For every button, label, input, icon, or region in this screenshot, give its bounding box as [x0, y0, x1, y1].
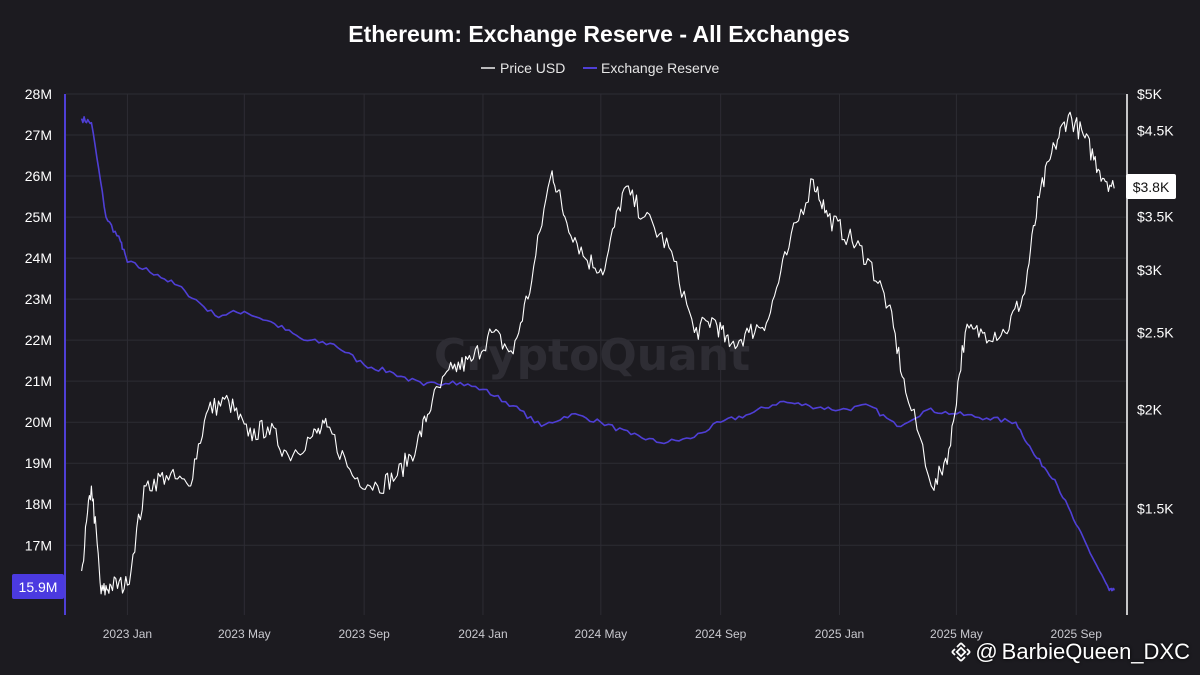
- left-tick-label: 24M: [25, 250, 52, 266]
- reserve-last-badge: 15.9M: [12, 574, 64, 599]
- watermark: CryptoQuant: [434, 330, 750, 381]
- binance-logo-icon: [951, 642, 971, 662]
- series-line-price-usd[interactable]: [81, 111, 1115, 596]
- right-tick-label: $4.5K: [1137, 122, 1174, 138]
- legend-reserve-label[interactable]: Exchange Reserve: [601, 60, 720, 76]
- price-last-badge: $3.8K: [1126, 174, 1176, 199]
- left-tick-label: 28M: [25, 86, 52, 102]
- x-tick-label: 2025 Jan: [815, 627, 864, 641]
- credit-at: @: [975, 639, 998, 664]
- right-tick-label: $3.5K: [1137, 209, 1174, 225]
- left-tick-label: 22M: [25, 332, 52, 348]
- x-tick-label: 2024 Sep: [695, 627, 747, 641]
- legend: Price USD Exchange Reserve: [481, 60, 720, 76]
- right-tick-label: $3K: [1137, 262, 1163, 278]
- reserve-badge-bg: [12, 574, 64, 599]
- right-axis: $5K $4.5K $3.5K $3K $2.5K $2K $1.5K: [1137, 86, 1174, 516]
- x-tick-label: 2023 Jan: [103, 627, 152, 641]
- left-tick-label: 20M: [25, 414, 52, 430]
- x-tick-label: 2025 May: [930, 627, 983, 641]
- x-tick-label: 2023 May: [218, 627, 271, 641]
- left-tick-label: 25M: [25, 209, 52, 225]
- price-badge-bg: [1126, 174, 1176, 199]
- left-tick-label: 27M: [25, 127, 52, 143]
- series-line-exchange-reserve[interactable]: [80, 116, 1115, 592]
- left-tick-label: 18M: [25, 496, 52, 512]
- right-tick-label: $1.5K: [1137, 500, 1174, 516]
- left-axis: 28M 27M 26M 25M 24M 23M 22M 21M 20M 19M 18M 17M: [25, 86, 52, 553]
- chart-title: Ethereum: Exchange Reserve - All Exchang…: [348, 21, 850, 47]
- left-tick-label: 26M: [25, 168, 52, 184]
- right-tick-label: $2K: [1137, 401, 1163, 417]
- credit-watermark: @ BarbieQueen_DXC: [951, 639, 1190, 665]
- left-tick-label: 17M: [25, 537, 52, 553]
- x-tick-label: 2023 Sep: [338, 627, 390, 641]
- right-tick-label: $5K: [1137, 86, 1163, 102]
- price-badge-text: $3.8K: [1133, 179, 1170, 195]
- right-tick-label: $2.5K: [1137, 325, 1174, 341]
- x-tick-label: 2024 May: [574, 627, 627, 641]
- gridlines: [66, 93, 1126, 615]
- series-layer: [80, 111, 1115, 596]
- left-tick-label: 21M: [25, 373, 52, 389]
- reserve-badge-text: 15.9M: [19, 579, 58, 595]
- left-tick-label: 19M: [25, 455, 52, 471]
- credit-handle: BarbieQueen_DXC: [1001, 639, 1190, 664]
- x-tick-label: 2025 Sep: [1051, 627, 1103, 641]
- x-tick-label: 2024 Jan: [458, 627, 507, 641]
- x-axis: 2023 Jan 2023 May 2023 Sep 2024 Jan 2024 May…: [103, 627, 1103, 641]
- left-tick-label: 23M: [25, 291, 52, 307]
- legend-price-label[interactable]: Price USD: [500, 60, 565, 76]
